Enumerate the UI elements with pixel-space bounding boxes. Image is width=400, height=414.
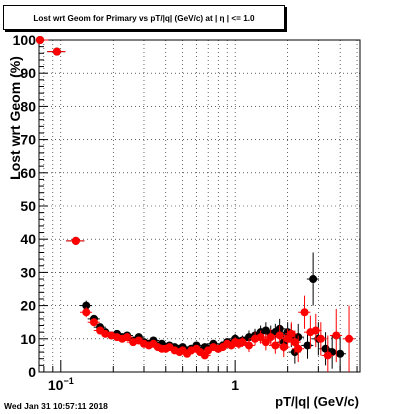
series-1	[36, 36, 355, 372]
data-point	[332, 331, 341, 340]
data-point	[266, 333, 275, 342]
series-0	[36, 36, 346, 371]
y-tick-label: 100	[13, 32, 37, 48]
data-point	[316, 334, 325, 343]
data-point	[309, 275, 318, 284]
data-marks	[36, 36, 355, 372]
data-point	[256, 333, 265, 342]
data-point	[290, 338, 299, 347]
data-point	[89, 318, 98, 327]
data-point	[311, 326, 320, 335]
data-point	[82, 301, 91, 310]
data-point	[82, 308, 91, 317]
data-point	[275, 331, 284, 340]
y-tick-label: 0	[28, 364, 36, 380]
y-tick-label: 70	[20, 132, 36, 148]
chart-title-box: Lost wrt Geom for Primary vs pT/|q| (GeV…	[3, 5, 285, 30]
timestamp-footer: Wed Jan 31 10:57:11 2018	[4, 401, 108, 411]
y-tick-label: 80	[20, 98, 36, 114]
x-axis-label: pT/|q| (GeV/c)	[275, 394, 359, 409]
data-point	[300, 308, 309, 317]
data-point	[279, 343, 288, 352]
data-point	[36, 36, 45, 44]
chart-title: Lost wrt Geom for Primary vs pT/|q| (GeV…	[33, 14, 255, 23]
y-tick-label: 60	[20, 165, 36, 181]
data-point	[271, 341, 280, 350]
y-axis-label: Lost wrt Geom (%)	[7, 56, 23, 180]
y-tick-label: 50	[20, 198, 36, 214]
y-tick-label: 20	[20, 298, 36, 314]
y-tick-label: 40	[20, 231, 36, 247]
x-tick-label: 1	[231, 377, 239, 393]
y-tick-label: 10	[20, 331, 36, 347]
data-point	[71, 236, 80, 245]
data-point	[52, 47, 61, 56]
axis-ticks: 0 10 20 30 40 50 60 70 80 90 100 10−1 1	[13, 32, 358, 393]
data-point	[303, 341, 312, 350]
data-point	[238, 338, 247, 347]
data-point	[244, 341, 253, 350]
data-point	[123, 333, 132, 342]
data-point	[323, 351, 332, 360]
data-point	[287, 329, 296, 338]
y-tick-label: 30	[20, 264, 36, 280]
data-point	[261, 338, 270, 347]
data-point	[345, 334, 354, 343]
y-tick-label: 90	[20, 65, 36, 81]
grid-lines	[39, 39, 360, 373]
x-tick-label: 10−1	[48, 376, 74, 393]
data-point	[336, 349, 345, 358]
data-point	[294, 344, 303, 353]
